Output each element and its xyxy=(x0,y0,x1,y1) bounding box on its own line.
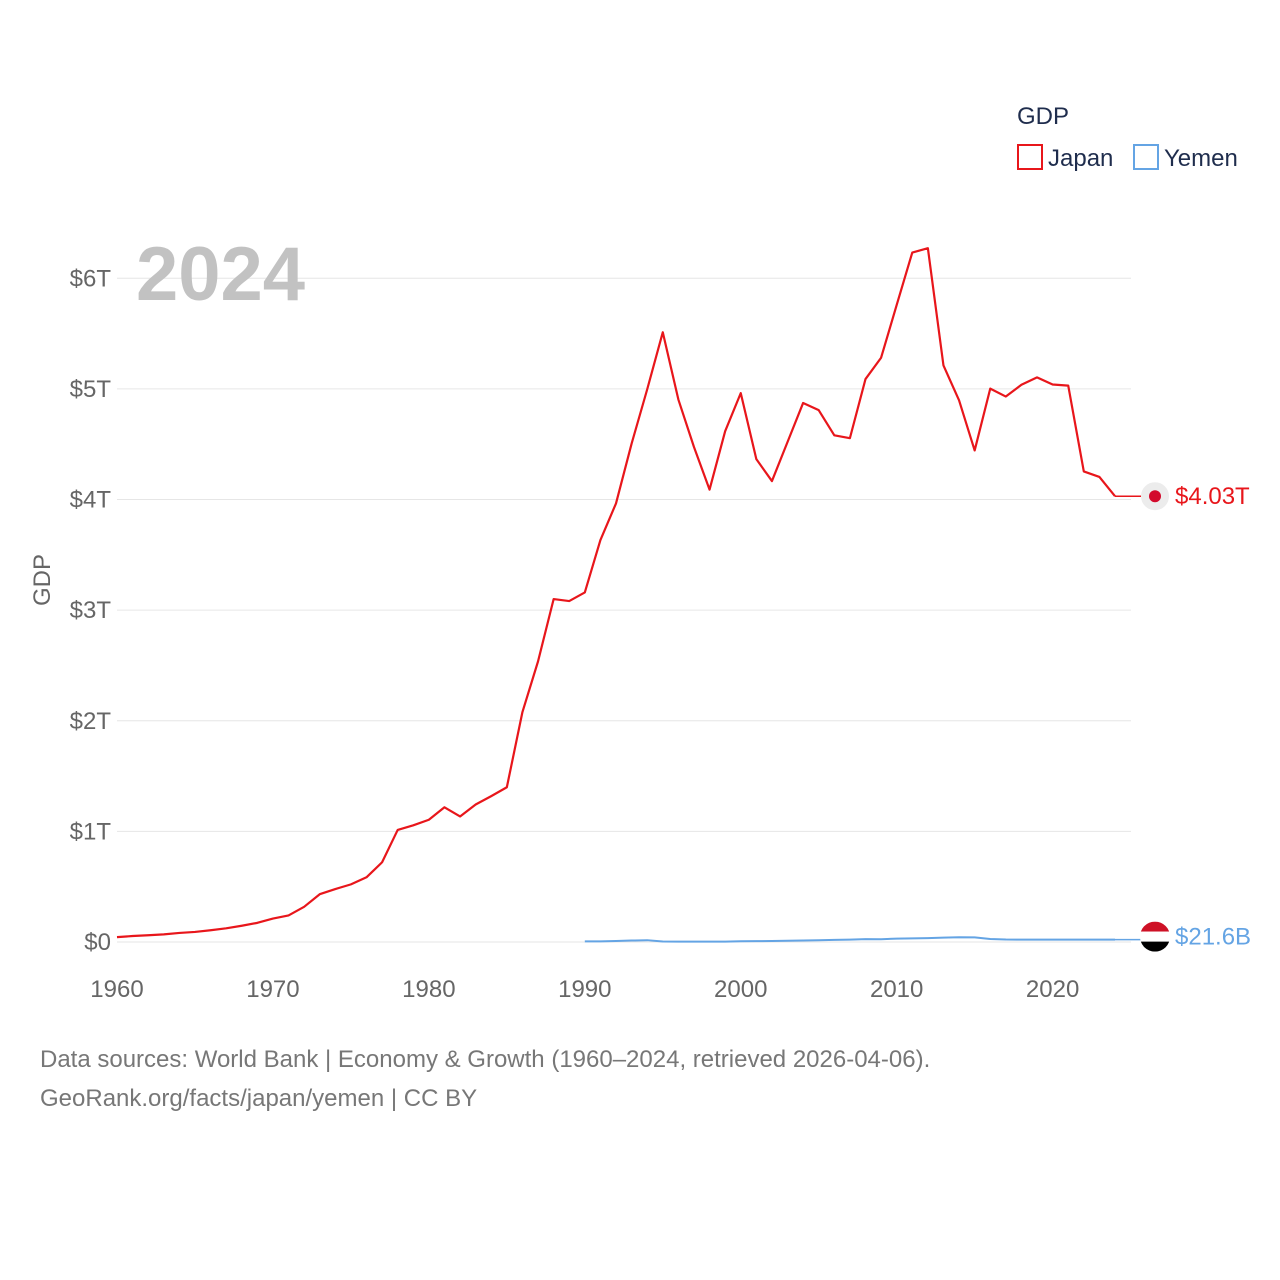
x-tick-label: 1990 xyxy=(558,976,611,1003)
footer-sources: Data sources: World Bank | Economy & Gro… xyxy=(40,1046,931,1073)
x-tick-label: 1960 xyxy=(90,976,143,1003)
series-line-japan[interactable] xyxy=(116,247,1116,939)
yemen-flag-red-stripe xyxy=(1140,921,1170,932)
end-value-label-japan: $4.03T xyxy=(1175,483,1250,510)
y-tick-label: $5T xyxy=(70,376,112,403)
x-tick-label: 1970 xyxy=(246,976,299,1003)
x-tick-label: 2000 xyxy=(714,976,767,1003)
legend-item-yemen[interactable]: Yemen xyxy=(1133,144,1238,172)
end-value-label-yemen: $21.6B xyxy=(1175,924,1251,951)
y-tick-label: $4T xyxy=(70,487,112,514)
legend-label-yemen: Yemen xyxy=(1164,145,1238,172)
footer-credit[interactable]: GeoRank.org/facts/japan/yemen | CC BY xyxy=(40,1085,478,1112)
legend-label-japan: Japan xyxy=(1048,145,1113,172)
y-tick-label: $2T xyxy=(70,708,112,735)
x-axis-ticks: 1960 1970 1980 1990 2000 2010 2020 xyxy=(90,976,1079,1003)
x-tick-label: 2020 xyxy=(1026,976,1079,1003)
yemen-flag-black-stripe xyxy=(1140,941,1170,952)
legend-title: GDP xyxy=(1017,103,1069,130)
x-tick-label: 2010 xyxy=(870,976,923,1003)
y-tick-label: $6T xyxy=(70,265,112,292)
legend-item-japan[interactable]: Japan xyxy=(1017,144,1113,172)
legend: GDP Japan Yemen xyxy=(1017,103,1238,172)
yemen-flag-white-stripe xyxy=(1140,931,1170,942)
y-tick-label: $0 xyxy=(84,929,111,956)
japan-flag-disc xyxy=(1149,490,1161,503)
x-tick-label: 1980 xyxy=(402,976,455,1003)
y-tick-label: $3T xyxy=(70,597,112,624)
series-lines xyxy=(116,247,1116,943)
legend-swatch-yemen xyxy=(1133,144,1159,170)
y-axis-title: GDP xyxy=(29,554,56,606)
end-markers: $4.03T $21.6B xyxy=(1115,482,1251,952)
series-line-yemen[interactable] xyxy=(584,936,1115,943)
y-axis-ticks: $0 $1T $2T $3T $4T $5T $6T xyxy=(70,265,112,956)
gridlines xyxy=(117,277,1131,943)
y-tick-label: $1T xyxy=(70,818,112,845)
yemen-flag-marker xyxy=(1140,921,1170,952)
year-label: 2024 xyxy=(136,232,305,317)
legend-swatch-japan xyxy=(1017,144,1043,170)
